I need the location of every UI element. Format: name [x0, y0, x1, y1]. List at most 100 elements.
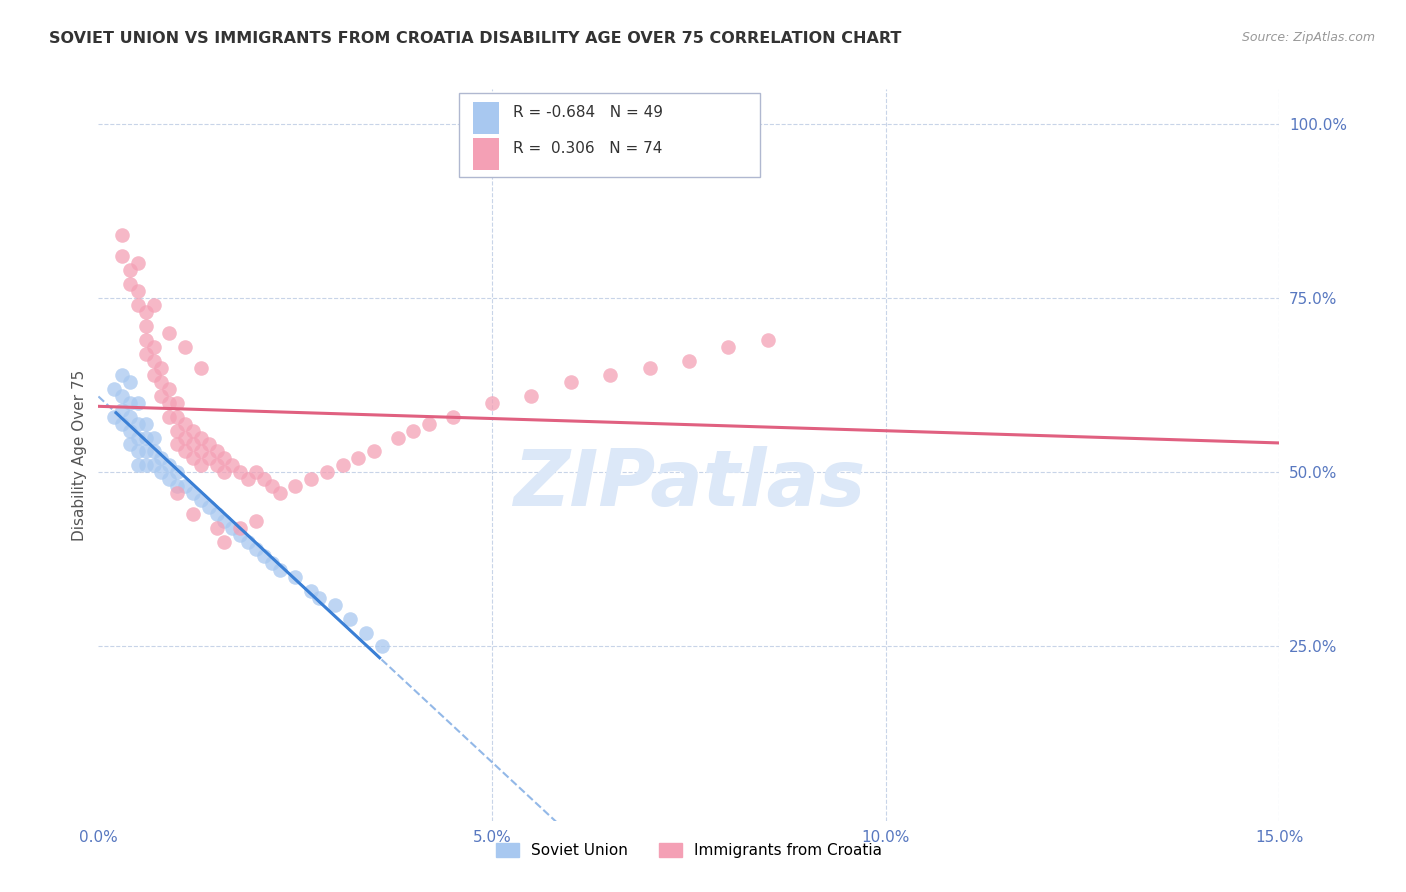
Point: [284, 479, 307, 493]
Point: [174, 340, 197, 354]
Point: [402, 424, 425, 438]
Point: [387, 430, 409, 444]
Point: [190, 360, 212, 375]
Point: [135, 305, 157, 319]
Point: [142, 298, 165, 312]
Point: [157, 395, 180, 409]
Point: [174, 479, 197, 493]
Point: [197, 451, 219, 466]
Point: [520, 389, 543, 403]
Point: [181, 451, 204, 466]
Point: [236, 472, 259, 486]
Point: [127, 417, 149, 431]
Point: [157, 472, 180, 486]
Point: [103, 409, 125, 424]
Point: [166, 424, 188, 438]
Point: [111, 228, 134, 243]
Point: [181, 437, 204, 451]
Point: [221, 521, 243, 535]
Point: [118, 395, 141, 409]
Point: [127, 444, 149, 458]
Point: [135, 458, 157, 473]
Point: [118, 424, 141, 438]
Point: [111, 417, 134, 431]
Point: [197, 437, 219, 451]
Legend: Soviet Union, Immigrants from Croatia: Soviet Union, Immigrants from Croatia: [489, 837, 889, 864]
Point: [127, 256, 149, 270]
Point: [245, 466, 267, 480]
Point: [205, 444, 228, 458]
Point: [481, 395, 503, 409]
Point: [166, 437, 188, 451]
Point: [229, 466, 252, 480]
Point: [638, 360, 661, 375]
Point: [269, 563, 291, 577]
Point: [371, 640, 394, 654]
Point: [245, 514, 267, 528]
Point: [599, 368, 621, 382]
Point: [339, 612, 361, 626]
Point: [142, 354, 165, 368]
Point: [347, 451, 370, 466]
Point: [166, 479, 188, 493]
Point: [142, 430, 165, 444]
Point: [127, 284, 149, 298]
Point: [181, 507, 204, 521]
FancyBboxPatch shape: [472, 138, 499, 170]
Point: [166, 486, 188, 500]
Point: [118, 437, 141, 451]
Point: [299, 583, 322, 598]
Point: [418, 417, 440, 431]
FancyBboxPatch shape: [472, 102, 499, 134]
Point: [214, 451, 236, 466]
Point: [756, 333, 779, 347]
Point: [229, 521, 252, 535]
Point: [142, 444, 165, 458]
Point: [299, 472, 322, 486]
Point: [135, 347, 157, 361]
Point: [118, 409, 141, 424]
Point: [308, 591, 330, 605]
Point: [560, 375, 582, 389]
Point: [214, 535, 236, 549]
Point: [190, 458, 212, 473]
Point: [103, 382, 125, 396]
Point: [111, 389, 134, 403]
Point: [197, 500, 219, 515]
Point: [174, 417, 197, 431]
Point: [441, 409, 464, 424]
Point: [214, 514, 236, 528]
Point: [135, 319, 157, 334]
Y-axis label: Disability Age Over 75: Disability Age Over 75: [72, 369, 87, 541]
Point: [142, 458, 165, 473]
Point: [174, 430, 197, 444]
Point: [181, 424, 204, 438]
Point: [717, 340, 740, 354]
Point: [363, 444, 385, 458]
Point: [111, 402, 134, 417]
Point: [678, 354, 700, 368]
Point: [118, 375, 141, 389]
Point: [118, 263, 141, 277]
Point: [190, 493, 212, 508]
Point: [135, 333, 157, 347]
Point: [150, 360, 173, 375]
Point: [157, 326, 180, 340]
Point: [127, 395, 149, 409]
FancyBboxPatch shape: [458, 93, 759, 177]
Point: [111, 249, 134, 263]
Point: [150, 451, 173, 466]
Point: [166, 409, 188, 424]
Point: [236, 535, 259, 549]
Point: [205, 458, 228, 473]
Point: [150, 466, 173, 480]
Point: [127, 430, 149, 444]
Point: [332, 458, 354, 473]
Point: [315, 466, 337, 480]
Point: [214, 466, 236, 480]
Point: [127, 458, 149, 473]
Point: [118, 277, 141, 292]
Point: [253, 472, 276, 486]
Point: [229, 528, 252, 542]
Point: [157, 382, 180, 396]
